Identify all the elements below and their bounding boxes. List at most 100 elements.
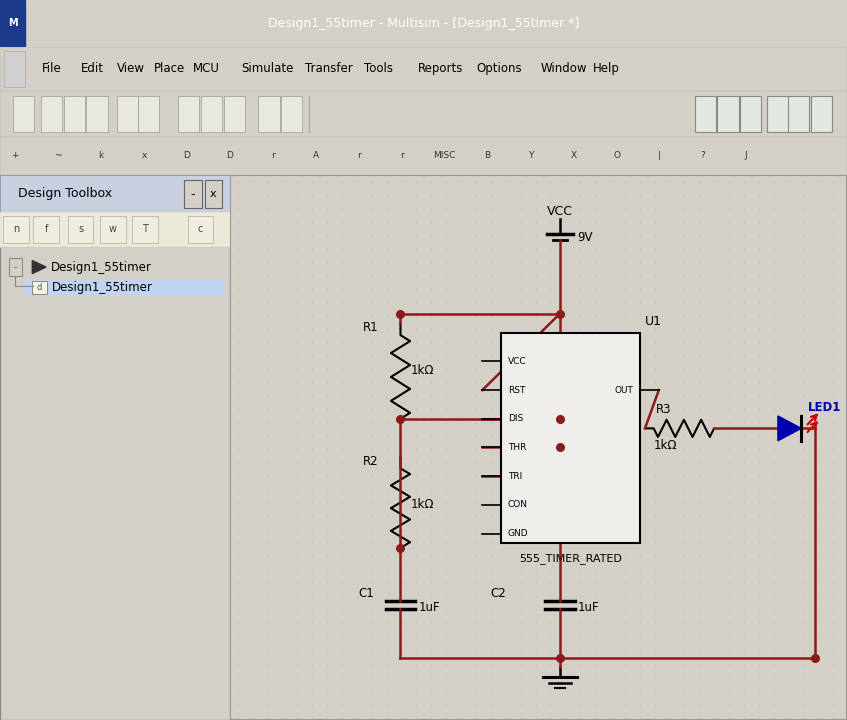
Text: n: n <box>13 225 19 235</box>
Text: Design Toolbox: Design Toolbox <box>19 187 113 200</box>
Text: f: f <box>44 225 47 235</box>
Polygon shape <box>32 261 46 274</box>
Text: 1uF: 1uF <box>578 600 600 613</box>
Text: c: c <box>197 225 203 235</box>
Bar <box>258 96 280 132</box>
Text: THR: THR <box>508 443 526 452</box>
Bar <box>9 258 22 276</box>
Bar <box>32 282 47 294</box>
Bar <box>740 96 761 132</box>
Bar <box>0 0 25 47</box>
Text: VCC: VCC <box>547 204 573 217</box>
Text: RST: RST <box>508 386 525 395</box>
Text: |: | <box>658 150 661 160</box>
Text: 1uF: 1uF <box>418 600 440 613</box>
Text: r: r <box>271 150 274 160</box>
Text: Reports: Reports <box>418 62 463 75</box>
Bar <box>695 96 716 132</box>
Text: OUT: OUT <box>614 386 634 395</box>
Bar <box>117 96 138 132</box>
Text: Tools: Tools <box>364 62 393 75</box>
Text: MCU: MCU <box>193 62 220 75</box>
Text: R1: R1 <box>363 321 379 335</box>
Bar <box>224 96 245 132</box>
Text: MISC: MISC <box>434 150 456 160</box>
Text: 1kΩ: 1kΩ <box>411 498 435 511</box>
Bar <box>188 217 213 243</box>
Text: J: J <box>744 150 747 160</box>
Text: d: d <box>36 283 42 292</box>
Bar <box>64 96 85 132</box>
Polygon shape <box>778 416 801 441</box>
Text: D: D <box>184 150 191 160</box>
Text: Edit: Edit <box>80 62 103 75</box>
Bar <box>717 96 739 132</box>
Bar <box>138 96 159 132</box>
Text: +: + <box>12 150 19 160</box>
Text: 555_TIMER_RATED: 555_TIMER_RATED <box>519 553 622 564</box>
Bar <box>201 96 222 132</box>
Bar <box>4 51 25 87</box>
Bar <box>132 217 158 243</box>
Bar <box>23 279 224 296</box>
Text: R3: R3 <box>656 402 671 415</box>
Text: M: M <box>8 19 18 28</box>
Bar <box>33 217 58 243</box>
Bar <box>178 96 199 132</box>
Text: Place: Place <box>154 62 185 75</box>
Text: Design1_55timer: Design1_55timer <box>52 282 152 294</box>
Text: Help: Help <box>593 62 620 75</box>
Bar <box>0 212 230 247</box>
Text: 9V: 9V <box>577 230 592 243</box>
Text: D: D <box>226 150 234 160</box>
Text: T: T <box>142 225 148 235</box>
Text: r: r <box>400 150 404 160</box>
Text: -: - <box>191 187 196 201</box>
Bar <box>185 181 202 207</box>
Text: C1: C1 <box>358 588 374 600</box>
Bar <box>100 217 125 243</box>
Text: w: w <box>109 225 117 235</box>
Bar <box>501 333 639 543</box>
Text: k: k <box>98 150 104 160</box>
Text: Options: Options <box>477 62 523 75</box>
Text: File: File <box>42 62 62 75</box>
Text: LED1: LED1 <box>808 401 841 414</box>
Text: ~: ~ <box>54 150 62 160</box>
Bar <box>3 217 29 243</box>
Text: ?: ? <box>700 150 705 160</box>
Text: CON: CON <box>508 500 528 509</box>
Text: U1: U1 <box>645 315 662 328</box>
Bar <box>811 96 832 132</box>
Text: r: r <box>357 150 361 160</box>
Text: GND: GND <box>508 529 529 538</box>
Bar <box>205 181 222 207</box>
Text: 1kΩ: 1kΩ <box>654 439 677 452</box>
Text: R2: R2 <box>363 455 379 468</box>
Bar <box>0 175 230 212</box>
Text: Window: Window <box>540 62 587 75</box>
Text: X: X <box>571 150 577 160</box>
Bar <box>281 96 302 132</box>
Text: Simulate: Simulate <box>241 62 294 75</box>
Text: A: A <box>313 150 319 160</box>
Text: TRI: TRI <box>508 472 522 481</box>
Text: x: x <box>141 150 147 160</box>
Bar <box>767 96 789 132</box>
Text: C2: C2 <box>491 588 507 600</box>
Text: Design1_55timer - Multisim - [Design1_55timer *]: Design1_55timer - Multisim - [Design1_55… <box>268 17 579 30</box>
Text: Y: Y <box>528 150 534 160</box>
Text: B: B <box>484 150 490 160</box>
Bar <box>788 96 809 132</box>
Text: 1kΩ: 1kΩ <box>411 364 435 377</box>
Text: DIS: DIS <box>508 414 523 423</box>
Bar <box>41 96 62 132</box>
Bar <box>86 96 108 132</box>
Text: O: O <box>613 150 620 160</box>
Text: Transfer: Transfer <box>305 62 352 75</box>
Text: x: x <box>210 189 217 199</box>
Bar <box>13 96 34 132</box>
Text: View: View <box>117 62 145 75</box>
Text: s: s <box>78 225 83 235</box>
Text: Design1_55timer: Design1_55timer <box>51 261 152 274</box>
